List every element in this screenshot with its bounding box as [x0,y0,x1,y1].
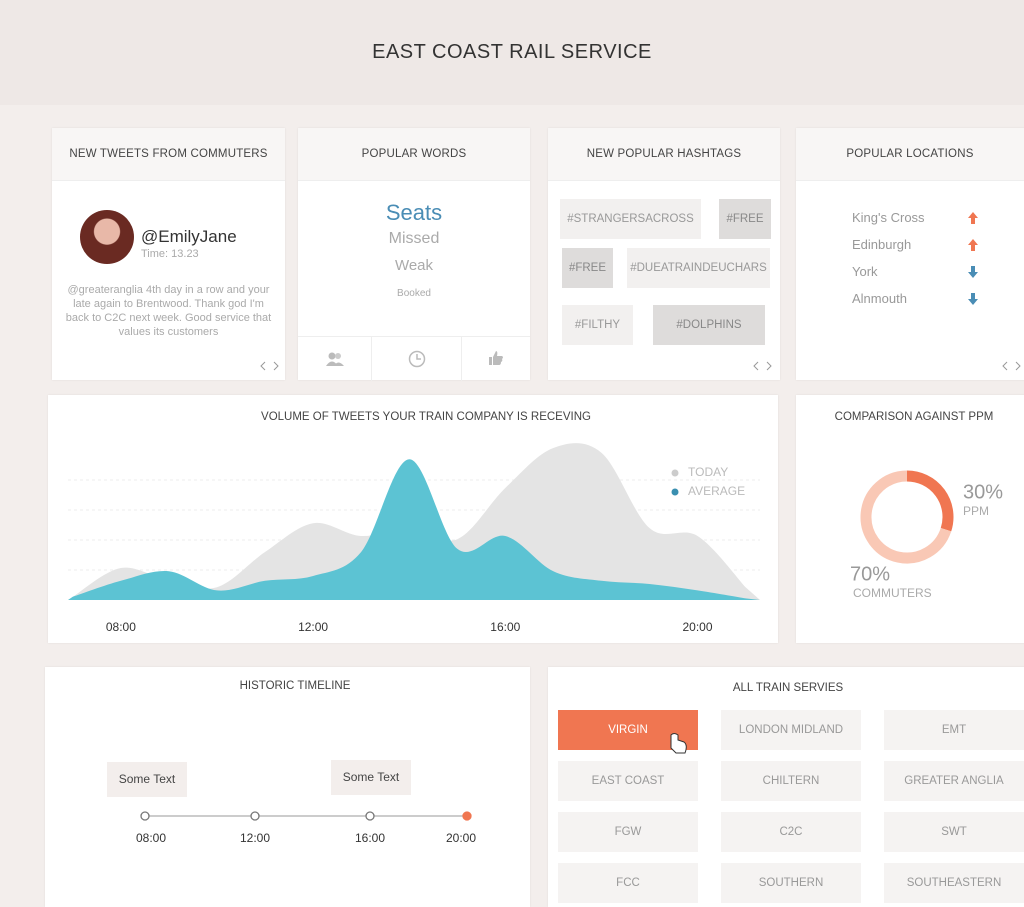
hashtag[interactable]: #FILTHY [562,305,633,345]
locations-card: POPULAR LOCATIONS King's Cross Edinburgh Y… [796,128,1024,380]
timeline-dot [365,811,375,821]
legend-label: AVERAGE [688,484,745,498]
timeline-dot [140,811,150,821]
timeline-dot [250,811,260,821]
popular-word: Seats [385,200,443,225]
comparison-card [796,395,1024,643]
header-title: EAST COAST RAIL SERVICE [0,0,1024,105]
timeline-note-box [107,762,187,797]
timeline-note: Some Text [343,770,400,784]
words-card: POPULAR WORDS Seats Missed Weak Booked [298,128,530,381]
nav-arrows[interactable] [753,360,773,372]
chart-title: VOLUME OF TWEETS YOUR TRAIN COMPANY IS R… [261,411,591,423]
hashtag[interactable]: #STRANGERSACROSS [560,199,701,239]
popular-word: Weak [394,257,434,274]
area-series [68,459,760,600]
service-button[interactable]: EAST COAST [558,761,698,801]
service-button[interactable]: VIRGIN [558,710,698,750]
trend-arrow [968,266,978,278]
x-tick-label: 12:00 [298,620,328,634]
card-title: NEW POPULAR HASHTAGS [548,128,780,181]
service-button[interactable]: C2C [721,812,861,852]
card-title: HISTORIC TIMELINE [240,680,351,692]
tweet-user: @EmilyJane [141,227,237,246]
donut-category-label: PPM [963,504,989,518]
avatar [80,210,134,264]
x-tick-label: 08:00 [106,620,136,634]
nav-arrows[interactable] [1002,360,1022,372]
card-title: POPULAR WORDS [298,128,530,181]
timeline-time: 20:00 [446,831,476,845]
location-name: York [852,264,878,279]
location-name: Alnmouth [852,291,907,306]
card-title: POPULAR LOCATIONS [796,128,1024,181]
timeline-time: 16:00 [355,831,385,845]
trend-arrow [968,239,978,251]
hashtag[interactable]: #FREE [562,248,613,288]
chart-title: COMPARISON AGAINST PPM [835,411,994,423]
location-name: King's Cross [852,210,925,225]
popular-word: Missed [388,230,440,247]
trend-arrow [968,293,978,305]
service-button[interactable]: EMT [884,710,1024,750]
donut-category-label: COMMUTERS [853,586,932,600]
service-button[interactable]: GREATER ANGLIA [884,761,1024,801]
popular-word: Booked [397,288,431,299]
word-toolbar [298,336,530,381]
donut-value-label: 30% [963,481,1003,503]
donut-segment [906,470,954,532]
cursor [670,733,687,754]
donut-value-label: 70% [850,563,890,585]
clock-icon[interactable] [408,350,426,368]
people-icon[interactable] [326,351,344,367]
tweets-card: NEW TWEETS FROM COMMUTERS @EmilyJane Tim… [52,128,285,380]
hashtag[interactable]: #DOLPHINS [653,305,765,345]
tweet-time: Time: 13.23 [141,248,199,260]
hashtag[interactable]: #DUEATRAINDEUCHARS [627,248,770,288]
timeline-note: Some Text [119,772,176,786]
area-series [68,443,760,600]
location-name: Edinburgh [852,237,912,252]
legend-label: TODAY [688,465,728,479]
service-button[interactable]: LONDON MIDLAND [721,710,861,750]
timeline-dot [462,811,472,821]
trend-arrow [968,212,978,224]
timeline-note-box [331,760,411,795]
legend-marker [671,488,679,496]
nav-arrows[interactable] [260,360,280,372]
card-title: NEW TWEETS FROM COMMUTERS [52,128,285,181]
service-button[interactable]: FGW [558,812,698,852]
timeline-time: 08:00 [136,831,166,845]
hashtags-card: NEW POPULAR HASHTAGS #STRANGERSACROSS #FR… [548,128,780,380]
legend-marker [671,469,679,477]
x-tick-label: 16:00 [490,620,520,634]
donut-segment [860,470,952,564]
x-tick-label: 20:00 [683,620,713,634]
service-button[interactable]: CHILTERN [721,761,861,801]
card-title: ALL TRAIN SERVIES [732,682,844,694]
like-icon[interactable] [488,350,504,366]
tweet-text: @greateranglia 4th day in a row and your… [65,284,272,338]
hashtag[interactable]: #FREE [719,199,771,239]
service-button[interactable]: SWT [884,812,1024,852]
timeline-time: 12:00 [240,831,270,845]
